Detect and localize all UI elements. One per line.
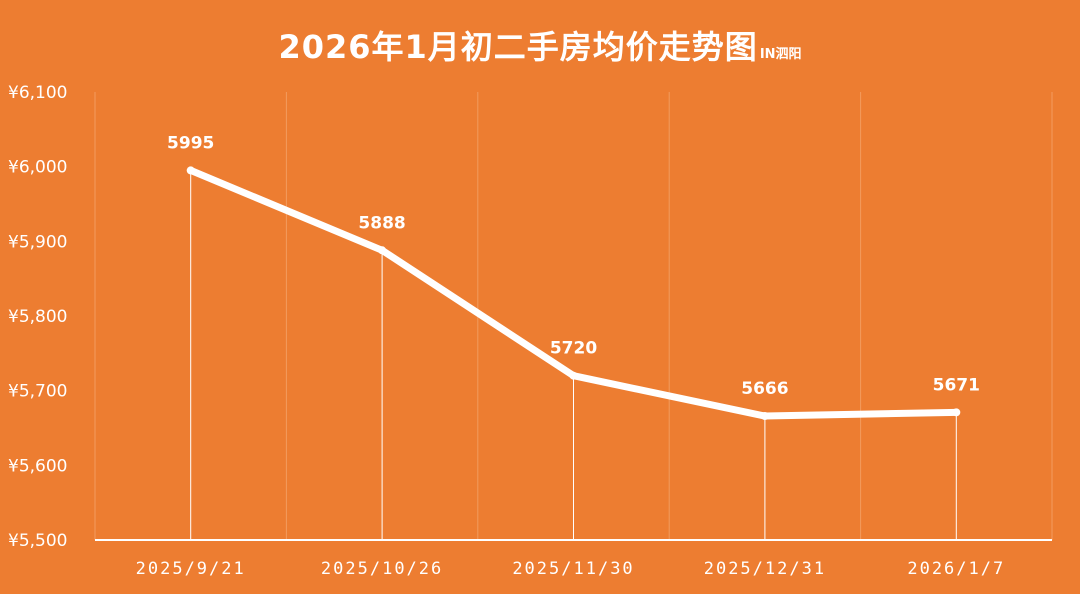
x-tick-label: 2025/10/26: [321, 559, 443, 579]
data-point: [760, 412, 769, 421]
y-tick-label: ¥5,900: [8, 232, 67, 252]
data-point: [378, 246, 387, 255]
x-tick-label: 2026/1/7: [907, 559, 1005, 579]
y-tick-label: ¥6,100: [8, 83, 67, 103]
data-label: 5720: [550, 339, 597, 359]
x-tick-label: 2025/12/31: [704, 559, 826, 579]
y-tick-label: ¥5,500: [8, 531, 67, 551]
y-tick-label: ¥5,800: [8, 307, 67, 327]
data-point: [569, 371, 578, 380]
x-tick-label: 2025/9/21: [136, 559, 246, 579]
y-tick-label: ¥6,000: [8, 158, 67, 178]
y-tick-label: ¥5,600: [8, 456, 67, 476]
x-tick-label: 2025/11/30: [512, 559, 634, 579]
chart-title-block: 2026年1月初二手房均价走势图 IN泗阳: [0, 22, 1080, 68]
data-label: 5888: [358, 213, 405, 233]
data-label: 5666: [741, 379, 788, 399]
data-point: [186, 166, 195, 175]
data-label: 5671: [933, 375, 980, 395]
data-label: 5995: [167, 133, 214, 153]
y-tick-label: ¥5,700: [8, 382, 67, 402]
chart-title: 2026年1月初二手房均价走势图: [278, 28, 758, 66]
chart-subtitle: IN泗阳: [759, 47, 802, 62]
data-point: [952, 408, 961, 417]
